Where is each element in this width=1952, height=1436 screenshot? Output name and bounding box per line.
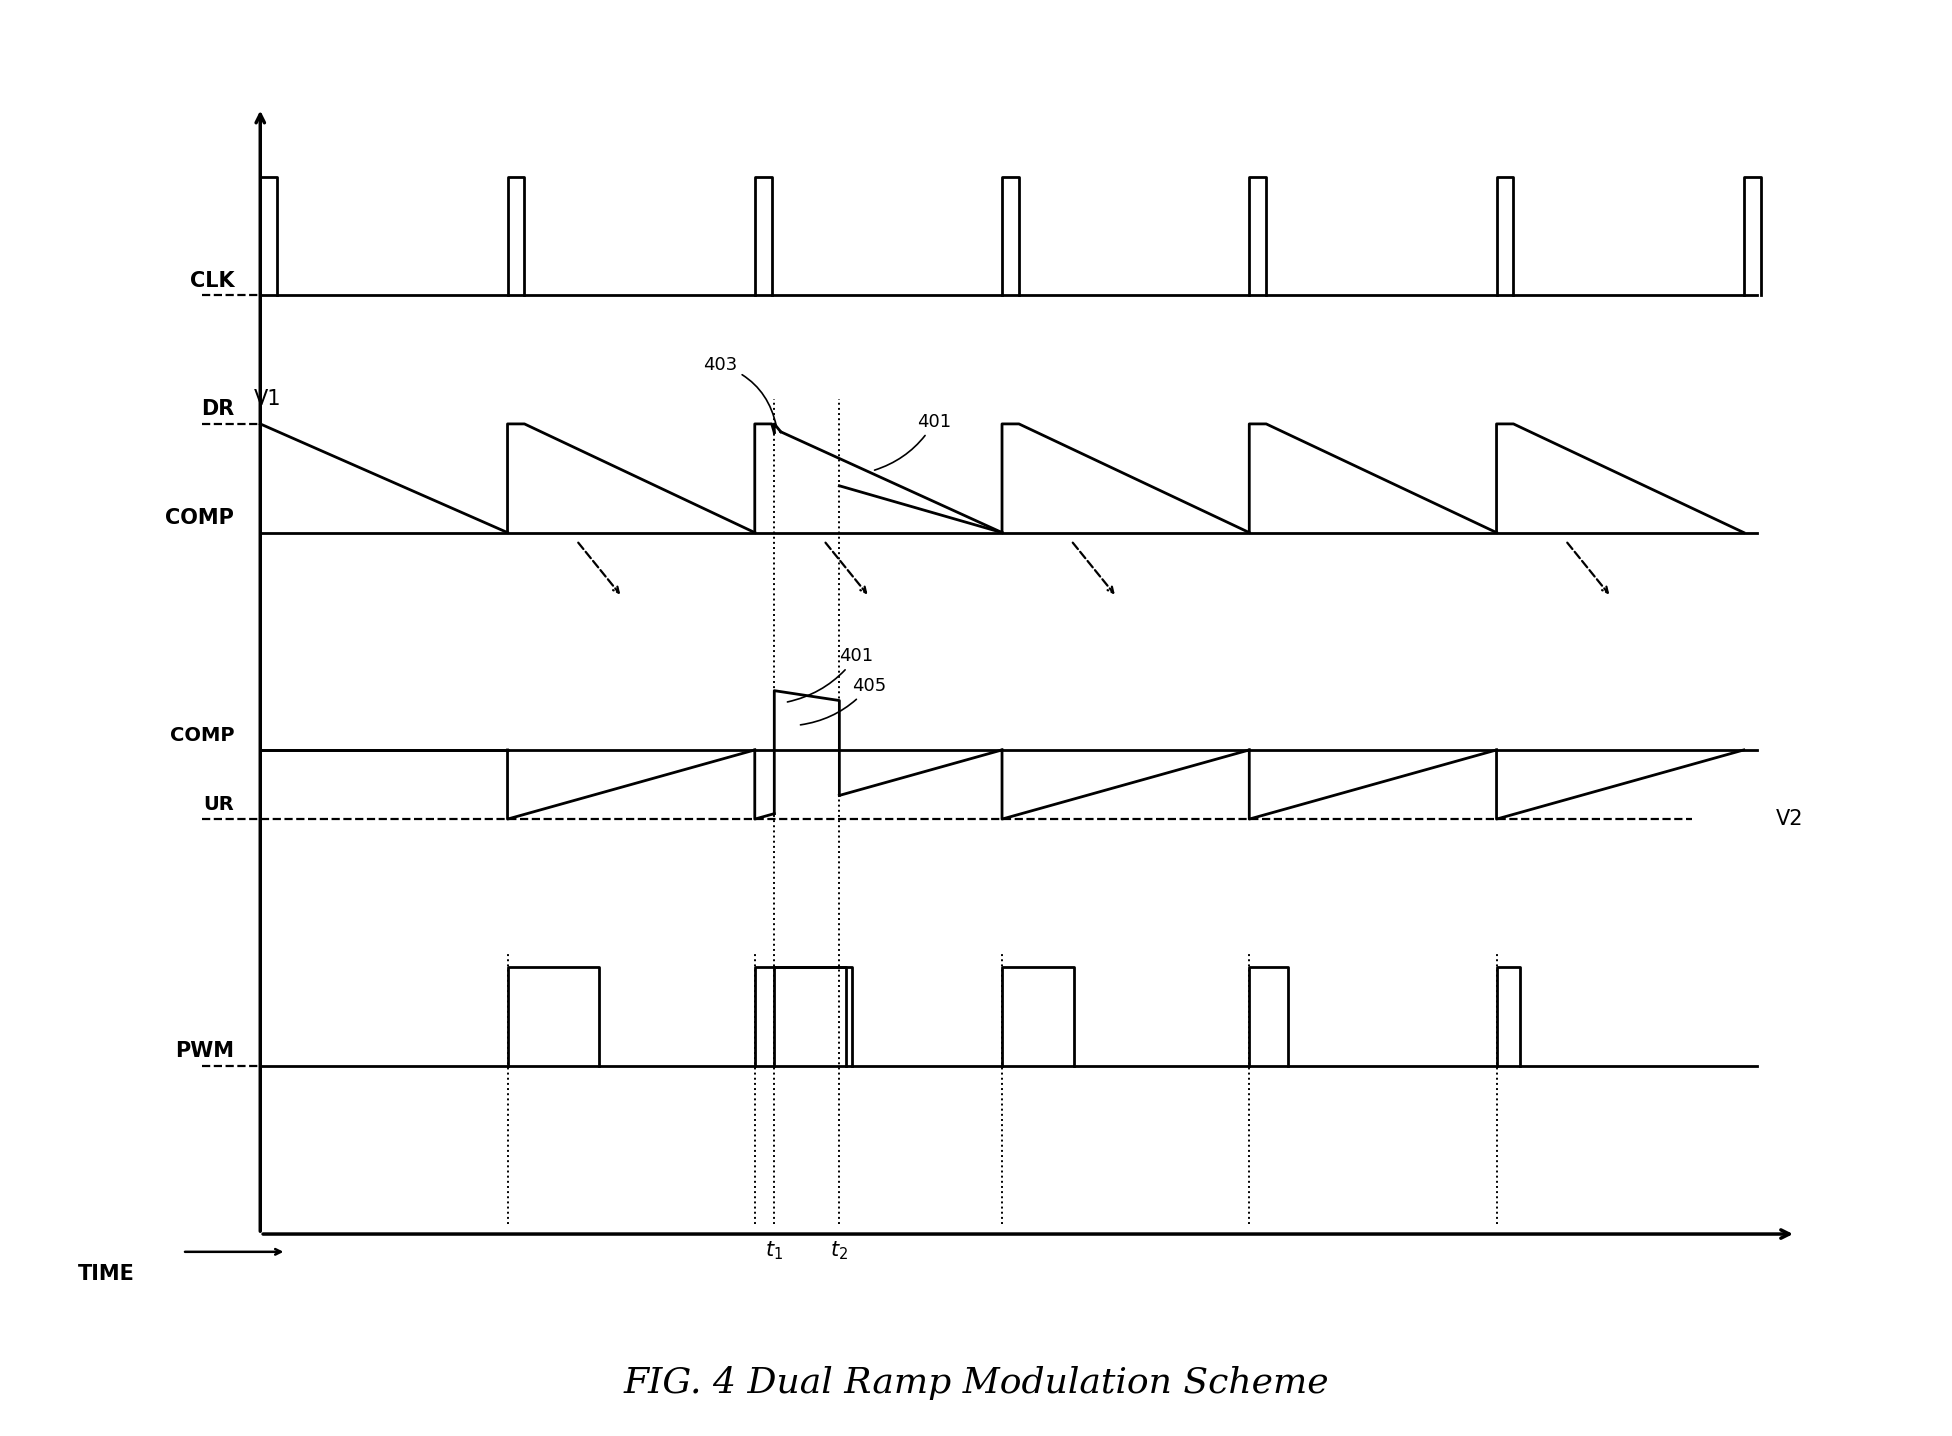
Text: TIME: TIME xyxy=(78,1264,135,1284)
Text: UR: UR xyxy=(203,796,234,814)
Text: 405: 405 xyxy=(800,676,886,725)
Text: $t_2$: $t_2$ xyxy=(830,1239,849,1262)
Text: 401: 401 xyxy=(787,648,873,702)
Text: COMP: COMP xyxy=(166,508,234,527)
Text: V1: V1 xyxy=(254,389,281,409)
Text: CLK: CLK xyxy=(189,270,234,290)
Text: V2: V2 xyxy=(1776,808,1804,829)
Text: FIG. 4 Dual Ramp Modulation Scheme: FIG. 4 Dual Ramp Modulation Scheme xyxy=(623,1366,1329,1400)
Text: COMP: COMP xyxy=(170,727,234,745)
Text: DR: DR xyxy=(201,399,234,419)
Text: PWM: PWM xyxy=(176,1041,234,1061)
Text: 401: 401 xyxy=(874,412,951,470)
Text: 403: 403 xyxy=(703,356,777,426)
Text: $t_1$: $t_1$ xyxy=(765,1239,783,1262)
